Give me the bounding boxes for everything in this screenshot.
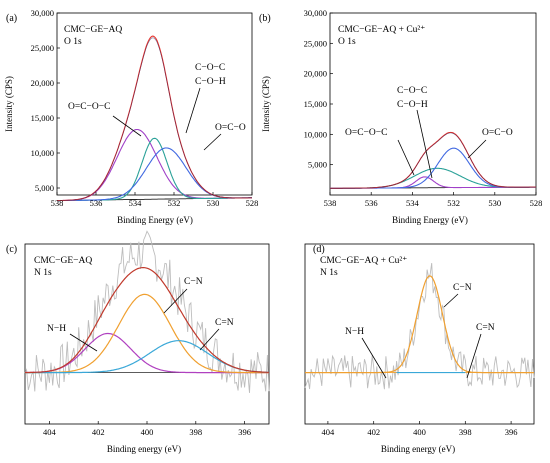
x-tick-label: 532	[168, 198, 181, 208]
panel-b-annotation-oco-c: O=C−O−C	[345, 128, 387, 138]
panel-b-title-line2: O 1s	[338, 37, 356, 47]
component-peak-2	[25, 293, 269, 374]
x-tick-label: 538	[324, 198, 337, 208]
raw-data-line	[57, 37, 252, 201]
x-tick-label: 404	[322, 427, 336, 437]
x-tick-label: 536	[365, 198, 378, 208]
panel-d-annotation-c-eq-n: C=N	[476, 323, 495, 333]
y-tick-label: 25,000	[31, 43, 54, 53]
panel-c-xlabel: Binding energy (eV)	[107, 444, 181, 454]
x-tick-label: 530	[488, 198, 501, 208]
y-tick-label: 30,000	[304, 8, 327, 18]
panel-a-label: (a)	[6, 13, 17, 24]
x-tick-label: 536	[90, 198, 103, 208]
panel-c-arrow-cn	[163, 288, 188, 314]
panel-d-label: (d)	[313, 244, 325, 255]
panel-c-frame	[24, 243, 270, 425]
panel-a-annotation-coh: C−O−H	[195, 77, 226, 87]
panel-d-title-line1: CMC−GE−AQ + Cu²⁺	[320, 256, 407, 266]
y-tick-label: 10,000	[31, 148, 54, 158]
y-tick-label: 20,000	[304, 69, 327, 79]
envelope-curve	[330, 131, 536, 189]
y-tick-label: 15,000	[31, 113, 54, 123]
panel-d-annotation-nh: N−H	[345, 327, 364, 337]
panel-d-arrow-nh	[361, 337, 387, 379]
y-tick-label: 5,000	[35, 183, 54, 193]
panel-d: 404 402 400 398 396 (d) CMC−GE−AQ + Cu²⁺ N 1…	[304, 243, 535, 454]
x-tick-label: 398	[459, 427, 472, 437]
y-tick-label: 5,000	[308, 160, 327, 170]
panel-b-frame	[329, 12, 537, 196]
panel-a: 538 536 534 532 530 528 5,000 10,000 15,000 20,0…	[4, 8, 258, 225]
panel-c-annotation-cn: C−N	[184, 277, 203, 287]
panel-c-arrow-nh	[69, 333, 98, 352]
panel-a-arrow-coc	[185, 87, 201, 134]
raw-data-line	[304, 262, 535, 390]
y-tick-label: 20,000	[31, 78, 54, 88]
panel-c-annotation-c-eq-n: C=N	[215, 318, 234, 328]
x-tick-label: 404	[43, 427, 57, 437]
panel-d-frame	[304, 243, 535, 425]
panel-b-title-line1: CMC−GE−AQ + Cu²⁺	[338, 25, 425, 35]
panel-d-title-line2: N 1s	[320, 268, 338, 278]
panel-c: 404 402 400 398 396 (c) CMC−GE−AQ N 1s Bindi…	[6, 230, 270, 454]
panel-b-label: (b)	[259, 13, 271, 24]
y-tick-label: 30,000	[31, 8, 54, 18]
panel-b-xlabel: Binding Energy (eV)	[392, 215, 468, 225]
panel-d-xlabel: Binding energy (eV)	[381, 444, 455, 454]
envelope-curve	[25, 267, 269, 374]
panel-b-annotation-oco: O=C−O	[482, 128, 513, 138]
x-tick-label: 402	[92, 427, 105, 437]
x-tick-label: 400	[413, 427, 426, 437]
panel-a-annotation-oco-c: O=C−O−C	[68, 102, 110, 112]
envelope-curve	[57, 35, 252, 202]
panel-b-annotation-coc: C−O−C	[397, 86, 427, 96]
component-peak-2	[57, 137, 252, 202]
y-tick-label: 25,000	[304, 38, 327, 48]
panel-d-arrow-c-eq-n	[466, 333, 482, 379]
x-tick-label: 532	[447, 198, 460, 208]
panel-d-arrow-cn	[443, 293, 459, 308]
x-tick-label: 530	[207, 198, 220, 208]
x-tick-label: 538	[51, 198, 64, 208]
panel-a-arrow-oco	[203, 133, 222, 151]
x-tick-label: 534	[129, 198, 143, 208]
x-tick-label: 528	[246, 198, 259, 208]
panel-a-annotation-coc: C−O−C	[195, 63, 225, 73]
panel-a-annotation-oco: O=C−O	[215, 123, 246, 133]
panel-a-frame	[56, 12, 253, 196]
y-tick-label: 10,000	[304, 129, 327, 139]
panel-c-annotation-nh: N−H	[47, 324, 66, 334]
panel-a-ylabel: Intensity (CPS)	[4, 76, 14, 132]
panel-b-arrow-coc	[416, 109, 433, 179]
panel-b-arrow-oco-c	[397, 139, 415, 176]
panel-b: 538 536 534 532 530 528 5,000 10,000 15,000 20,0…	[259, 8, 542, 225]
component-peak-1	[57, 128, 252, 202]
panel-c-title-line2: N 1s	[34, 268, 52, 278]
x-tick-label: 398	[189, 427, 202, 437]
panel-c-label: (c)	[6, 244, 17, 255]
panel-a-title-line2: O 1s	[64, 37, 82, 47]
panel-b-ylabel: Intensity (CPS)	[261, 76, 271, 132]
panel-d-annotation-cn: C−N	[453, 283, 472, 293]
x-tick-label: 396	[505, 427, 518, 437]
component-peak-1	[305, 275, 534, 374]
x-tick-label: 528	[530, 198, 543, 208]
x-tick-label: 396	[238, 427, 251, 437]
panel-c-title-line1: CMC−GE−AQ	[34, 256, 92, 266]
panel-a-title-line1: CMC−GE−AQ	[64, 25, 122, 35]
panel-b-arrow-oco	[467, 139, 487, 159]
panel-a-arrow-oco-c	[112, 115, 142, 137]
x-tick-label: 402	[367, 427, 380, 437]
x-tick-label: 534	[406, 198, 420, 208]
panel-a-xlabel: Binding Energy (eV)	[117, 215, 193, 225]
component-peak-3	[57, 147, 252, 202]
y-tick-label: 15,000	[304, 99, 327, 109]
raw-data-line	[330, 132, 536, 189]
panel-b-annotation-coh: C−O−H	[397, 100, 428, 110]
panel-c-arrow-c-eq-n	[199, 328, 220, 351]
x-tick-label: 400	[141, 427, 154, 437]
